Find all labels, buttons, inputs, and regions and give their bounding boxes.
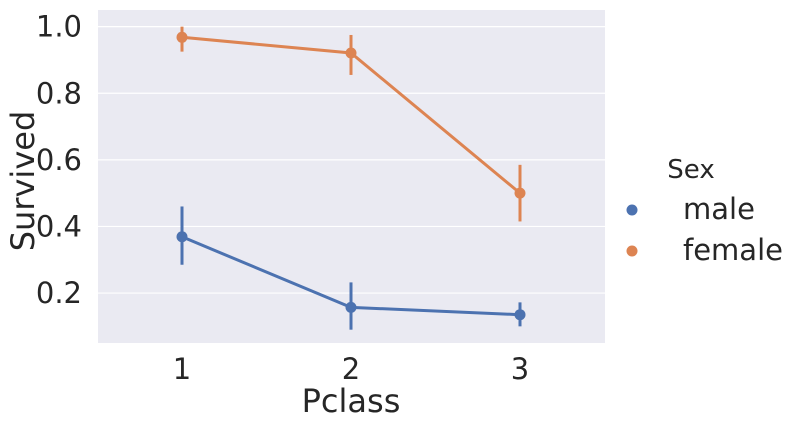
data-point [345,301,357,313]
legend-label: female [683,233,783,267]
x-tick-label: 2 [342,352,360,386]
legend-label: male [683,192,755,226]
x-tick-label: 3 [511,352,529,386]
data-point [514,187,526,199]
y-tick-label: 0.6 [36,143,82,177]
legend-title: Sex [667,155,714,185]
legend-marker [626,204,638,216]
x-tick-label: 1 [173,352,191,386]
series-female [176,26,526,222]
y-axis-label: Survived [4,111,42,252]
x-tick-labels: 1 2 3 [173,352,529,386]
legend-item-female: female [626,233,783,267]
data-point [514,309,526,321]
series-layer [176,26,526,330]
legend-marker [626,245,638,257]
y-tick-label: 0.2 [36,276,82,310]
series-male [176,206,526,330]
legend-item-male: male [626,192,755,226]
y-tick-label: 0.4 [36,209,82,243]
x-axis-label: Pclass [302,382,401,420]
data-point [176,231,188,243]
data-point [345,47,357,59]
y-tick-label: 1.0 [36,10,82,44]
legend: Sex male female [626,155,783,267]
y-tick-labels: 0.2 0.4 0.6 0.8 1.0 [36,10,82,310]
y-tick-label: 0.8 [36,76,82,110]
data-point [176,31,188,43]
